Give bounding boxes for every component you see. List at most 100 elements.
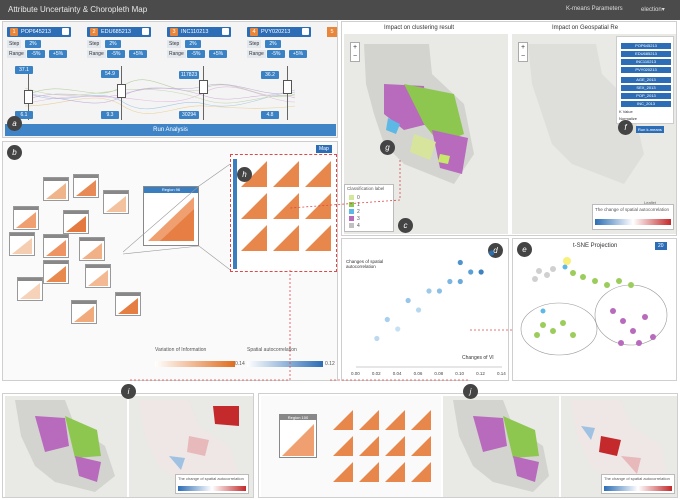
region-matrix[interactable] bbox=[13, 206, 39, 230]
region-matrix[interactable] bbox=[9, 232, 35, 256]
range-low-input[interactable]: -5% bbox=[187, 50, 205, 58]
kmeans-attribute[interactable]: POP645213 bbox=[621, 43, 671, 49]
scatter-point[interactable] bbox=[395, 326, 401, 332]
scatter-point[interactable] bbox=[374, 335, 380, 342]
comparison-geospatial-map[interactable]: The change of spatial autocorrelation bbox=[561, 396, 677, 497]
range-low-input[interactable]: -5% bbox=[107, 50, 125, 58]
region-matrix[interactable] bbox=[17, 277, 43, 301]
range-high-input[interactable]: +5% bbox=[289, 50, 307, 58]
axis-min-value[interactable]: 4.8 bbox=[261, 111, 279, 119]
range-low-input[interactable]: -5% bbox=[267, 50, 285, 58]
step-input[interactable]: 2% bbox=[105, 40, 121, 48]
region-matrices-panel: b Map Region 96 h Variation of Informati… bbox=[2, 141, 338, 381]
comparison-cluster-map[interactable] bbox=[5, 396, 127, 497]
election-dropdown[interactable]: election▾ bbox=[641, 7, 665, 13]
tsne-count-badge[interactable]: 20 bbox=[655, 242, 667, 250]
scatter-point[interactable] bbox=[405, 297, 411, 304]
attribute-checkbox[interactable] bbox=[142, 28, 149, 35]
scatter-point[interactable] bbox=[436, 288, 443, 294]
axis-max-value[interactable]: 37.1 bbox=[15, 66, 33, 74]
scatter-point[interactable] bbox=[488, 250, 495, 256]
step-input[interactable]: 2% bbox=[185, 40, 201, 48]
axis-min-value[interactable]: 30294 bbox=[179, 111, 199, 119]
x-tick-label: 0.04 bbox=[393, 371, 402, 376]
scatter-point[interactable] bbox=[478, 269, 484, 275]
region-matrix[interactable] bbox=[43, 177, 69, 201]
kmeans-parameters-menu[interactable]: K-means Parameters bbox=[566, 6, 623, 12]
range-high-input[interactable]: +5% bbox=[49, 50, 67, 58]
boxplot bbox=[24, 90, 33, 104]
kmeans-attribute[interactable]: PVY020213 bbox=[621, 67, 671, 73]
attribute-checkbox[interactable] bbox=[222, 28, 229, 35]
comparison-geospatial-map[interactable]: The change of spatial autocorrelation bbox=[129, 396, 253, 497]
enlarged-region-matrix[interactable]: Region 100 bbox=[279, 414, 317, 458]
enlarged-region-matrix[interactable]: Region 96 bbox=[143, 186, 199, 246]
detail-matrix-grid[interactable]: h bbox=[230, 154, 337, 272]
tsne-title: t-SNE Projection bbox=[573, 243, 618, 249]
attribute-checkbox[interactable] bbox=[302, 28, 309, 35]
region-matrix[interactable] bbox=[79, 237, 105, 261]
kmeans-attribute[interactable]: INC_2013 bbox=[621, 101, 671, 107]
geospatial-map[interactable]: + − POP645213 EDU685213 INC110213 PVY0202… bbox=[512, 34, 676, 234]
badge-a: a bbox=[7, 116, 22, 131]
scatter-point[interactable] bbox=[384, 316, 390, 323]
region-matrix[interactable] bbox=[73, 174, 99, 198]
comparison-matrix-grid[interactable]: Region 100 bbox=[261, 396, 441, 497]
zoom-control[interactable]: + − bbox=[350, 42, 360, 62]
map-button[interactable]: Map bbox=[316, 145, 332, 153]
kmeans-attribute[interactable]: SEX_2013 bbox=[621, 85, 671, 91]
scatter-point[interactable] bbox=[415, 307, 422, 313]
attribute-header-4[interactable]: 4 PVY020213 bbox=[247, 27, 311, 37]
kmeans-attribute[interactable]: EDU685213 bbox=[621, 51, 671, 57]
scatter-point[interactable] bbox=[426, 288, 432, 294]
zoom-connector bbox=[123, 162, 233, 272]
attribute-header-5[interactable]: 5 bbox=[327, 27, 337, 37]
spatial-autocorrelation-legend: Spatial autocorrelation 0.12 bbox=[247, 347, 337, 373]
boxplot bbox=[199, 80, 208, 94]
axis-max-value[interactable]: 54.9 bbox=[101, 70, 119, 78]
clustering-map[interactable]: + − Classification label 0 1 2 3 4 g c bbox=[344, 34, 508, 234]
kmeans-attribute[interactable]: INC110213 bbox=[621, 59, 671, 65]
zoom-control[interactable]: + − bbox=[518, 42, 528, 62]
run-kmeans-button[interactable]: Run k-means bbox=[636, 126, 664, 133]
attribute-header-2[interactable]: 2 EDU685213 bbox=[87, 27, 151, 37]
attribute-checkbox[interactable] bbox=[62, 28, 69, 35]
region-matrix[interactable] bbox=[115, 292, 141, 316]
range-high-input[interactable]: +5% bbox=[209, 50, 227, 58]
badge-b: b bbox=[7, 145, 22, 160]
axis-max-value[interactable]: 36.2 bbox=[261, 71, 279, 79]
range-label: Range bbox=[87, 50, 106, 58]
region-matrix[interactable] bbox=[103, 190, 129, 214]
step-input[interactable]: 2% bbox=[265, 40, 281, 48]
kmeans-attribute[interactable]: AGE_2013 bbox=[621, 77, 671, 83]
scatter-point[interactable] bbox=[468, 269, 474, 275]
range-high-input[interactable]: +5% bbox=[129, 50, 147, 58]
x-tick-label: 0.06 bbox=[414, 371, 423, 376]
region-matrix[interactable] bbox=[43, 234, 69, 258]
legend-item: 3 bbox=[357, 216, 360, 222]
range-low-input[interactable]: -5% bbox=[27, 50, 45, 58]
region-matrix[interactable] bbox=[63, 210, 89, 234]
attribute-header-1[interactable]: 1 POP645213 bbox=[7, 27, 71, 37]
attribute-column-3: 3 INC110213 Step 2% Range -5% +5% bbox=[167, 25, 239, 143]
region-matrix[interactable] bbox=[85, 264, 111, 288]
spatial-change-title: The change of spatial autocorrelation bbox=[604, 476, 670, 481]
scatter-point[interactable] bbox=[457, 278, 463, 285]
axis-min-value[interactable]: 9.3 bbox=[101, 111, 119, 119]
x-tick-label: 0.08 bbox=[434, 371, 443, 376]
kmeans-attribute[interactable]: POP_2013 bbox=[621, 93, 671, 99]
axis-max-value[interactable]: 117823 bbox=[179, 71, 199, 79]
region-matrix[interactable] bbox=[43, 260, 69, 284]
run-analysis-button[interactable]: Run Analysis bbox=[5, 124, 336, 136]
step-input[interactable]: 2% bbox=[25, 40, 41, 48]
scatter-point[interactable] bbox=[447, 278, 453, 285]
attribute-header-3[interactable]: 3 INC110213 bbox=[167, 27, 231, 37]
region-matrix[interactable] bbox=[71, 300, 97, 324]
scatter-x-label: Changes of VI bbox=[462, 355, 494, 361]
step-label: Step bbox=[7, 40, 22, 48]
comparison-cluster-map[interactable] bbox=[443, 396, 559, 497]
axis-min-value[interactable]: 6.1 bbox=[15, 111, 33, 119]
scatter-plot[interactable]: 0.00 0.02 0.04 0.06 0.08 0.10 0.12 0.14 bbox=[342, 239, 510, 382]
scatter-point[interactable] bbox=[457, 259, 463, 266]
tsne-plot[interactable] bbox=[513, 251, 678, 381]
